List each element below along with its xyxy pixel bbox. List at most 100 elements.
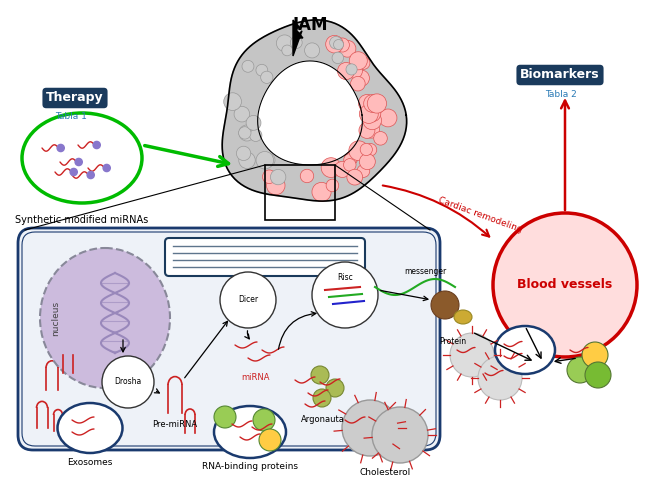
FancyBboxPatch shape <box>18 228 440 450</box>
Circle shape <box>75 158 83 166</box>
Ellipse shape <box>22 113 142 203</box>
Circle shape <box>337 62 355 80</box>
Circle shape <box>339 40 356 57</box>
Circle shape <box>263 170 276 183</box>
Circle shape <box>431 291 459 319</box>
Polygon shape <box>257 61 362 165</box>
Circle shape <box>346 64 357 75</box>
Circle shape <box>266 176 285 195</box>
Circle shape <box>326 379 344 397</box>
Circle shape <box>363 111 382 130</box>
Circle shape <box>250 129 262 142</box>
Ellipse shape <box>214 406 286 458</box>
Circle shape <box>344 158 356 171</box>
Circle shape <box>349 52 367 70</box>
Circle shape <box>344 154 356 166</box>
Text: Biomarkers: Biomarkers <box>520 69 600 82</box>
Text: Dicer: Dicer <box>238 296 258 304</box>
Circle shape <box>312 262 378 328</box>
Circle shape <box>214 406 236 428</box>
Circle shape <box>282 45 293 56</box>
Ellipse shape <box>57 403 122 453</box>
Text: Synthetic modified miRNAs: Synthetic modified miRNAs <box>16 215 149 225</box>
Text: RNA-binding proteins: RNA-binding proteins <box>202 462 298 471</box>
Circle shape <box>270 169 286 185</box>
Circle shape <box>87 171 94 179</box>
Circle shape <box>237 146 251 160</box>
Text: Therapy: Therapy <box>46 92 104 105</box>
Text: Exosomes: Exosomes <box>68 458 112 467</box>
Circle shape <box>333 39 344 49</box>
Circle shape <box>347 169 363 185</box>
Circle shape <box>360 144 372 156</box>
Circle shape <box>374 132 387 145</box>
Circle shape <box>311 366 329 384</box>
Circle shape <box>493 213 637 357</box>
Circle shape <box>103 164 111 172</box>
Circle shape <box>256 152 274 169</box>
Circle shape <box>367 94 387 113</box>
Text: Drosha: Drosha <box>114 377 142 386</box>
Circle shape <box>300 169 314 183</box>
Bar <box>265 165 335 220</box>
Circle shape <box>357 165 370 178</box>
Circle shape <box>335 38 350 52</box>
Circle shape <box>246 115 261 130</box>
Text: nucleus: nucleus <box>51 300 60 336</box>
Circle shape <box>359 154 375 169</box>
Circle shape <box>321 158 341 178</box>
Circle shape <box>313 389 331 407</box>
Circle shape <box>253 409 275 431</box>
Circle shape <box>379 109 397 127</box>
Circle shape <box>348 63 363 78</box>
Text: Risc: Risc <box>337 273 353 281</box>
Circle shape <box>326 36 343 53</box>
Circle shape <box>239 127 251 139</box>
Circle shape <box>256 64 268 76</box>
Text: Cardiac remodeling: Cardiac remodeling <box>437 196 523 234</box>
Text: Cholesterol: Cholesterol <box>359 468 411 477</box>
Circle shape <box>242 60 254 72</box>
Circle shape <box>365 144 377 156</box>
Circle shape <box>358 95 376 112</box>
Circle shape <box>350 76 365 91</box>
Circle shape <box>342 400 398 456</box>
Circle shape <box>478 356 522 400</box>
Ellipse shape <box>40 248 170 388</box>
Circle shape <box>326 179 339 192</box>
Circle shape <box>102 356 154 408</box>
Ellipse shape <box>454 310 472 324</box>
Text: Pre-miRNA: Pre-miRNA <box>153 420 198 429</box>
Circle shape <box>305 43 320 58</box>
Circle shape <box>359 105 378 123</box>
Circle shape <box>334 161 350 178</box>
Circle shape <box>330 36 342 49</box>
Circle shape <box>220 272 276 328</box>
Circle shape <box>450 333 494 377</box>
Circle shape <box>363 121 380 138</box>
Text: Tabla 2: Tabla 2 <box>545 90 577 99</box>
Circle shape <box>585 362 611 388</box>
Circle shape <box>93 142 100 149</box>
Ellipse shape <box>495 326 555 374</box>
Text: Blood vessels: Blood vessels <box>517 278 612 291</box>
Circle shape <box>224 93 241 110</box>
Circle shape <box>372 407 428 463</box>
Circle shape <box>364 95 382 112</box>
Circle shape <box>239 152 255 168</box>
Text: Protein: Protein <box>439 337 467 346</box>
Text: IAM: IAM <box>292 16 328 34</box>
Text: messenger: messenger <box>404 267 446 276</box>
Circle shape <box>57 144 64 152</box>
Text: miRNA: miRNA <box>240 373 269 382</box>
Circle shape <box>261 71 273 84</box>
Circle shape <box>291 36 302 48</box>
Circle shape <box>582 342 608 368</box>
Circle shape <box>353 70 369 86</box>
Circle shape <box>332 52 344 63</box>
Circle shape <box>365 105 381 122</box>
FancyBboxPatch shape <box>165 238 365 276</box>
Circle shape <box>349 141 369 161</box>
Polygon shape <box>293 20 303 56</box>
Circle shape <box>312 182 331 202</box>
